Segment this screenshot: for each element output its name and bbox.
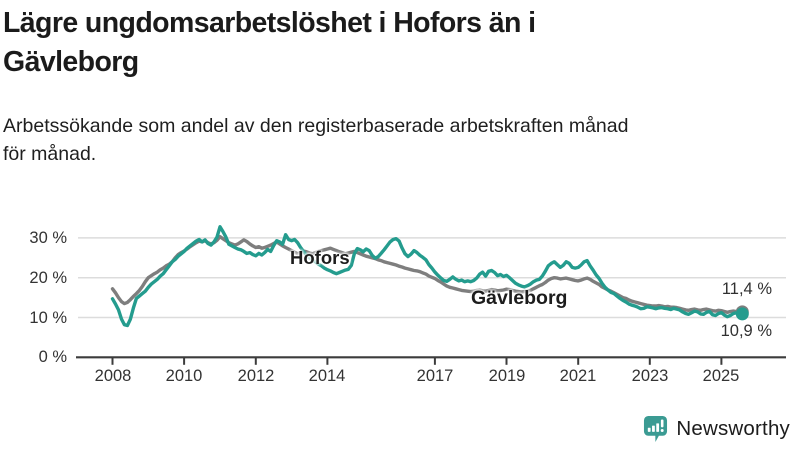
y-axis-tick-label: 10 % [29, 309, 67, 327]
chart-subtitle-line-2: för månad. [3, 143, 97, 165]
x-axis-tick-label: 2012 [237, 367, 275, 385]
x-axis-tick-label: 2014 [308, 367, 346, 385]
newsworthy-speech-bubble-bar-chart-icon [643, 415, 668, 443]
series-label-gavleborg: Gävleborg [471, 287, 568, 309]
series-lines [110, 225, 744, 328]
line-chart [76, 225, 786, 365]
newsworthy-logo: Newsworthy [643, 415, 790, 443]
x-axis-tick-label: 2010 [165, 367, 203, 385]
series-end-dots [735, 305, 749, 321]
series-line-hofors [110, 225, 744, 328]
chart-title-line-1: Lägre ungdomsarbetslöshet i Hofors än i [3, 7, 536, 39]
x-axis-tick-label: 2025 [702, 367, 740, 385]
series-label-hofors: Hofors [290, 247, 350, 268]
end-value-label-hofors: 10,9 % [720, 322, 772, 340]
chart-subtitle-line-1: Arbetssökande som andel av den registerb… [3, 115, 629, 137]
x-axis [76, 356, 786, 365]
end-dot-hofors [735, 307, 749, 321]
y-axis-tick-label: 20 % [29, 269, 67, 287]
series-line-gävleborg [110, 234, 744, 314]
chart-subtitle: Arbetssökande som andel av den registerb… [3, 112, 795, 168]
newsworthy-logo-text: Newsworthy [676, 417, 790, 440]
end-value-label-gavleborg: 11,4 % [721, 280, 772, 298]
x-axis-tick-label: 2023 [631, 367, 669, 385]
y-axis-tick-label: 0 % [38, 348, 67, 366]
x-axis-tick-label: 2019 [488, 367, 526, 385]
chart-title: Lägre ungdomsarbetslöshet i Hofors än i … [3, 4, 773, 82]
x-axis-tick-label: 2017 [416, 367, 454, 385]
chart-title-line-2: Gävleborg [3, 46, 139, 78]
y-axis-tick-label: 30 % [29, 229, 67, 247]
x-axis-tick-label: 2021 [559, 367, 597, 385]
x-axis-tick-label: 2008 [94, 367, 132, 385]
